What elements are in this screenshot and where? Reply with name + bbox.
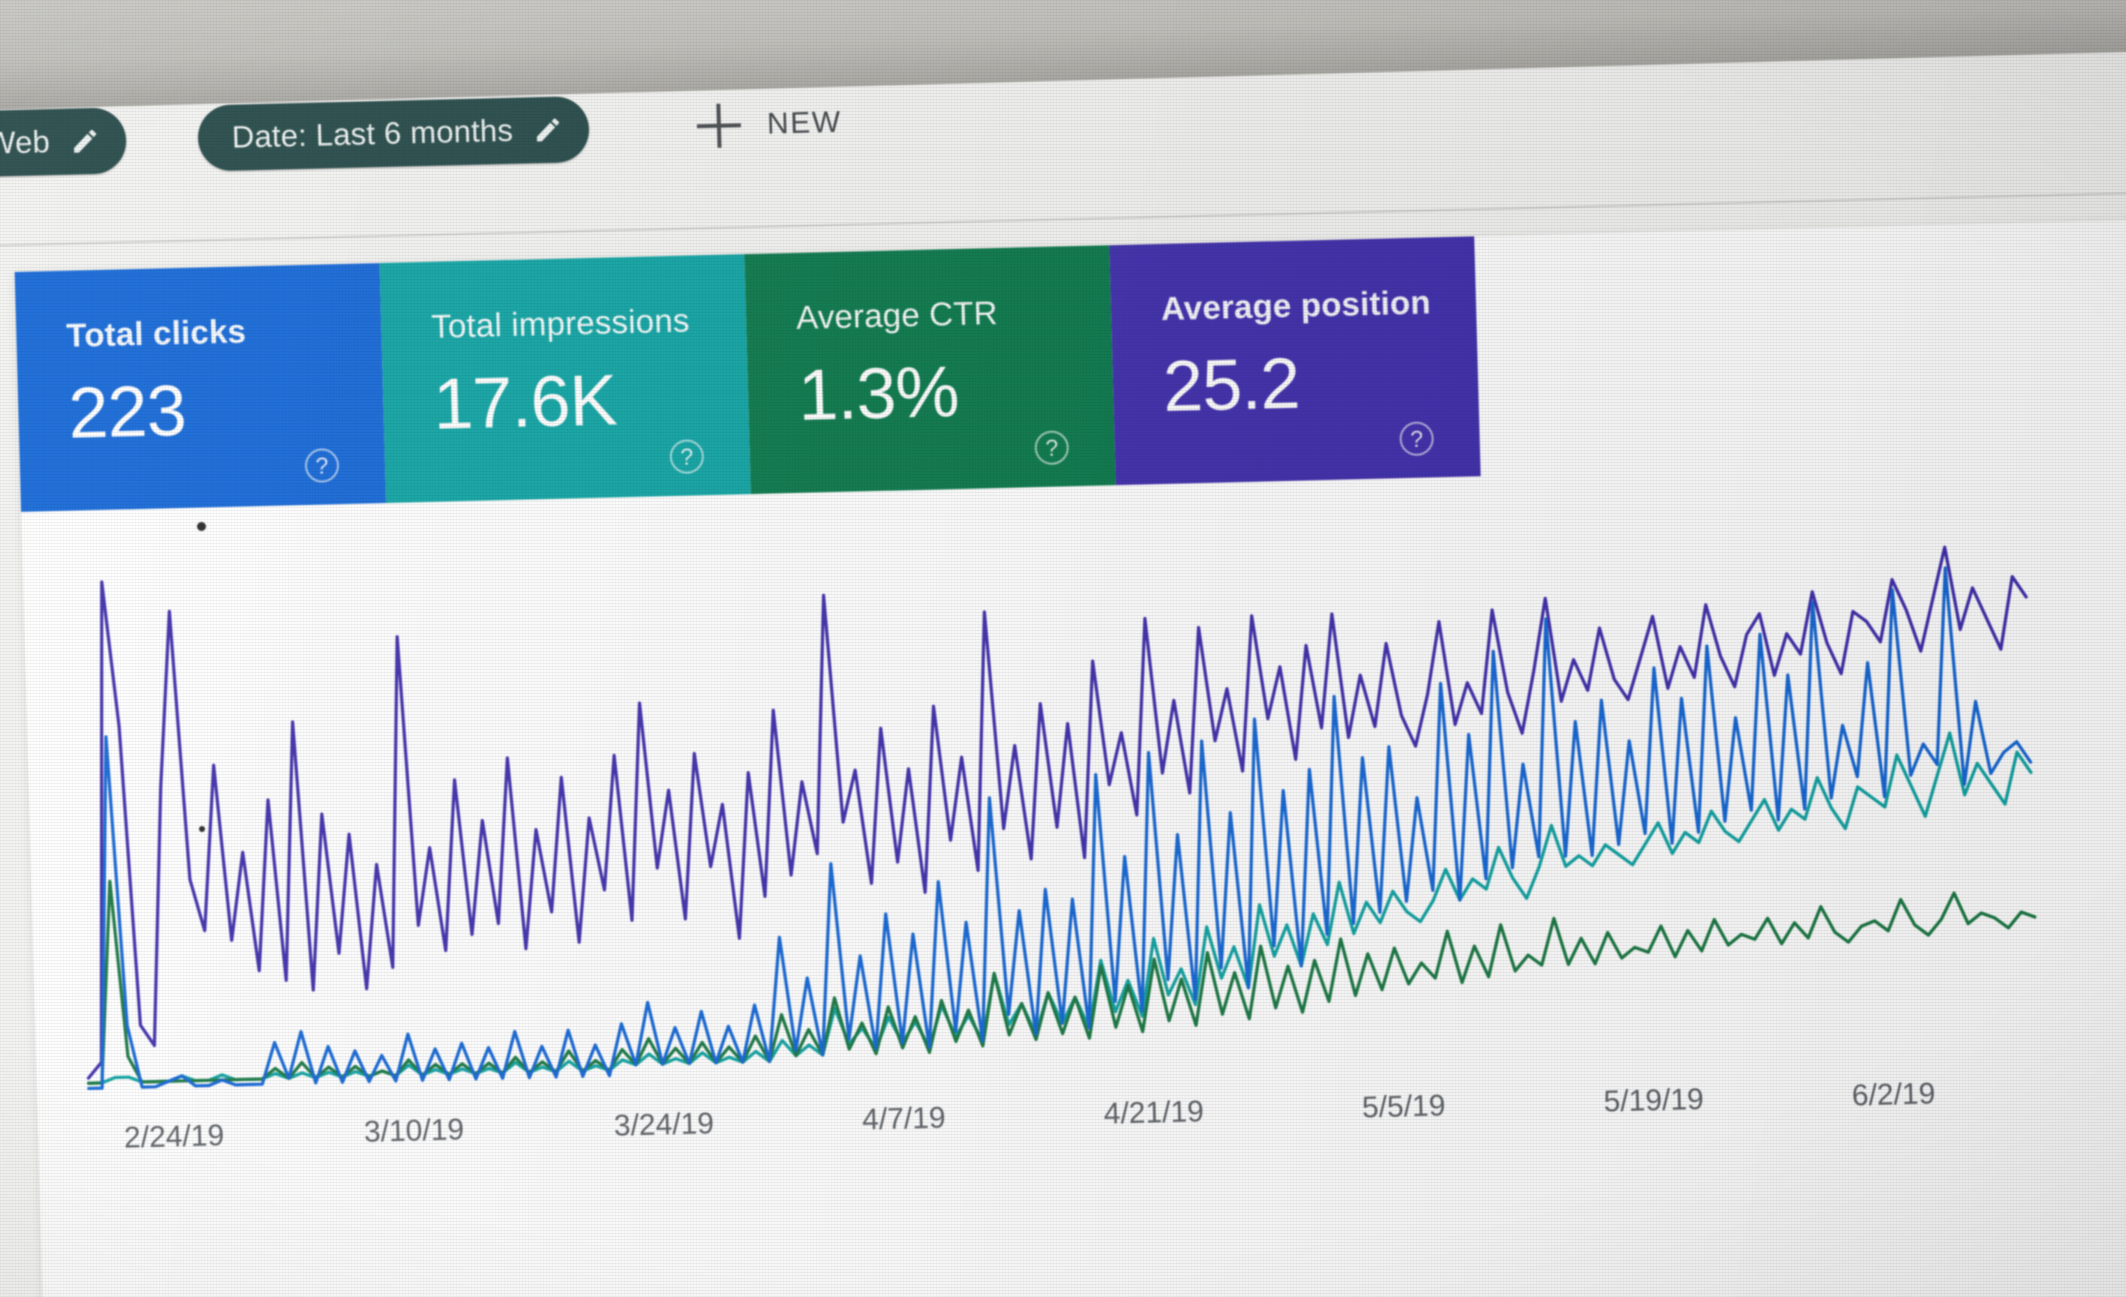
metric-tile-total-clicks[interactable]: Total clicks 223 ? [14, 263, 387, 512]
filter-chip-date[interactable]: Date: Last 6 months [197, 95, 590, 172]
metric-tile-average-position[interactable]: Average position 25.2 ? [1109, 236, 1481, 486]
chart-series-line [86, 545, 2028, 1080]
metric-label: Average position [1160, 283, 1432, 327]
metric-tile-average-ctr[interactable]: Average CTR 1.3% ? [744, 245, 1116, 495]
new-filter-button[interactable]: NEW [696, 101, 843, 149]
dust-speck [199, 826, 205, 832]
metric-value: 17.6K [432, 360, 618, 445]
chart-x-tick-label: 3/24/19 [613, 1107, 715, 1143]
chart-x-tick-label: 2/24/19 [123, 1119, 225, 1155]
metric-label: Total impressions [430, 301, 691, 345]
filter-chip-date-label: Date: Last 6 months [231, 112, 514, 155]
chart-x-tick-label: 5/19/19 [1603, 1082, 1705, 1119]
question-mark-icon[interactable]: ? [1399, 421, 1435, 457]
chart-x-tick-label: 4/7/19 [861, 1101, 947, 1137]
metric-value: 25.2 [1162, 343, 1301, 427]
pencil-icon[interactable] [533, 115, 564, 146]
metric-tile-total-impressions[interactable]: Total impressions 17.6K ? [379, 254, 751, 503]
metric-label: Total clicks [65, 312, 247, 354]
new-filter-button-label: NEW [766, 105, 843, 141]
filter-chip-search-type-label: type: Web [0, 124, 51, 162]
chart-x-tick-label: 5/5/19 [1361, 1089, 1446, 1125]
metric-value: 223 [67, 370, 187, 454]
question-mark-icon[interactable]: ? [1034, 430, 1070, 466]
performance-chart-svg[interactable] [68, 508, 2062, 1096]
plus-icon [696, 103, 741, 148]
metric-label: Average CTR [795, 294, 999, 336]
question-mark-icon[interactable]: ? [669, 439, 705, 475]
chart-x-tick-label: 3/10/19 [363, 1113, 465, 1149]
metric-tiles: Total clicks 223 ? Total impressions 17.… [14, 236, 1481, 512]
metric-value: 1.3% [797, 351, 960, 436]
performance-card: Total clicks 223 ? Total impressions 17.… [14, 219, 2126, 1297]
pencil-icon[interactable] [70, 126, 101, 157]
chart-x-tick-label: 6/2/19 [1851, 1077, 1936, 1113]
performance-chart[interactable] [22, 508, 2087, 1118]
chart-x-tick-label: 4/21/19 [1103, 1095, 1205, 1131]
question-mark-icon[interactable]: ? [304, 448, 340, 483]
filter-chip-search-type[interactable]: type: Web [0, 107, 127, 180]
dust-speck [197, 522, 206, 531]
